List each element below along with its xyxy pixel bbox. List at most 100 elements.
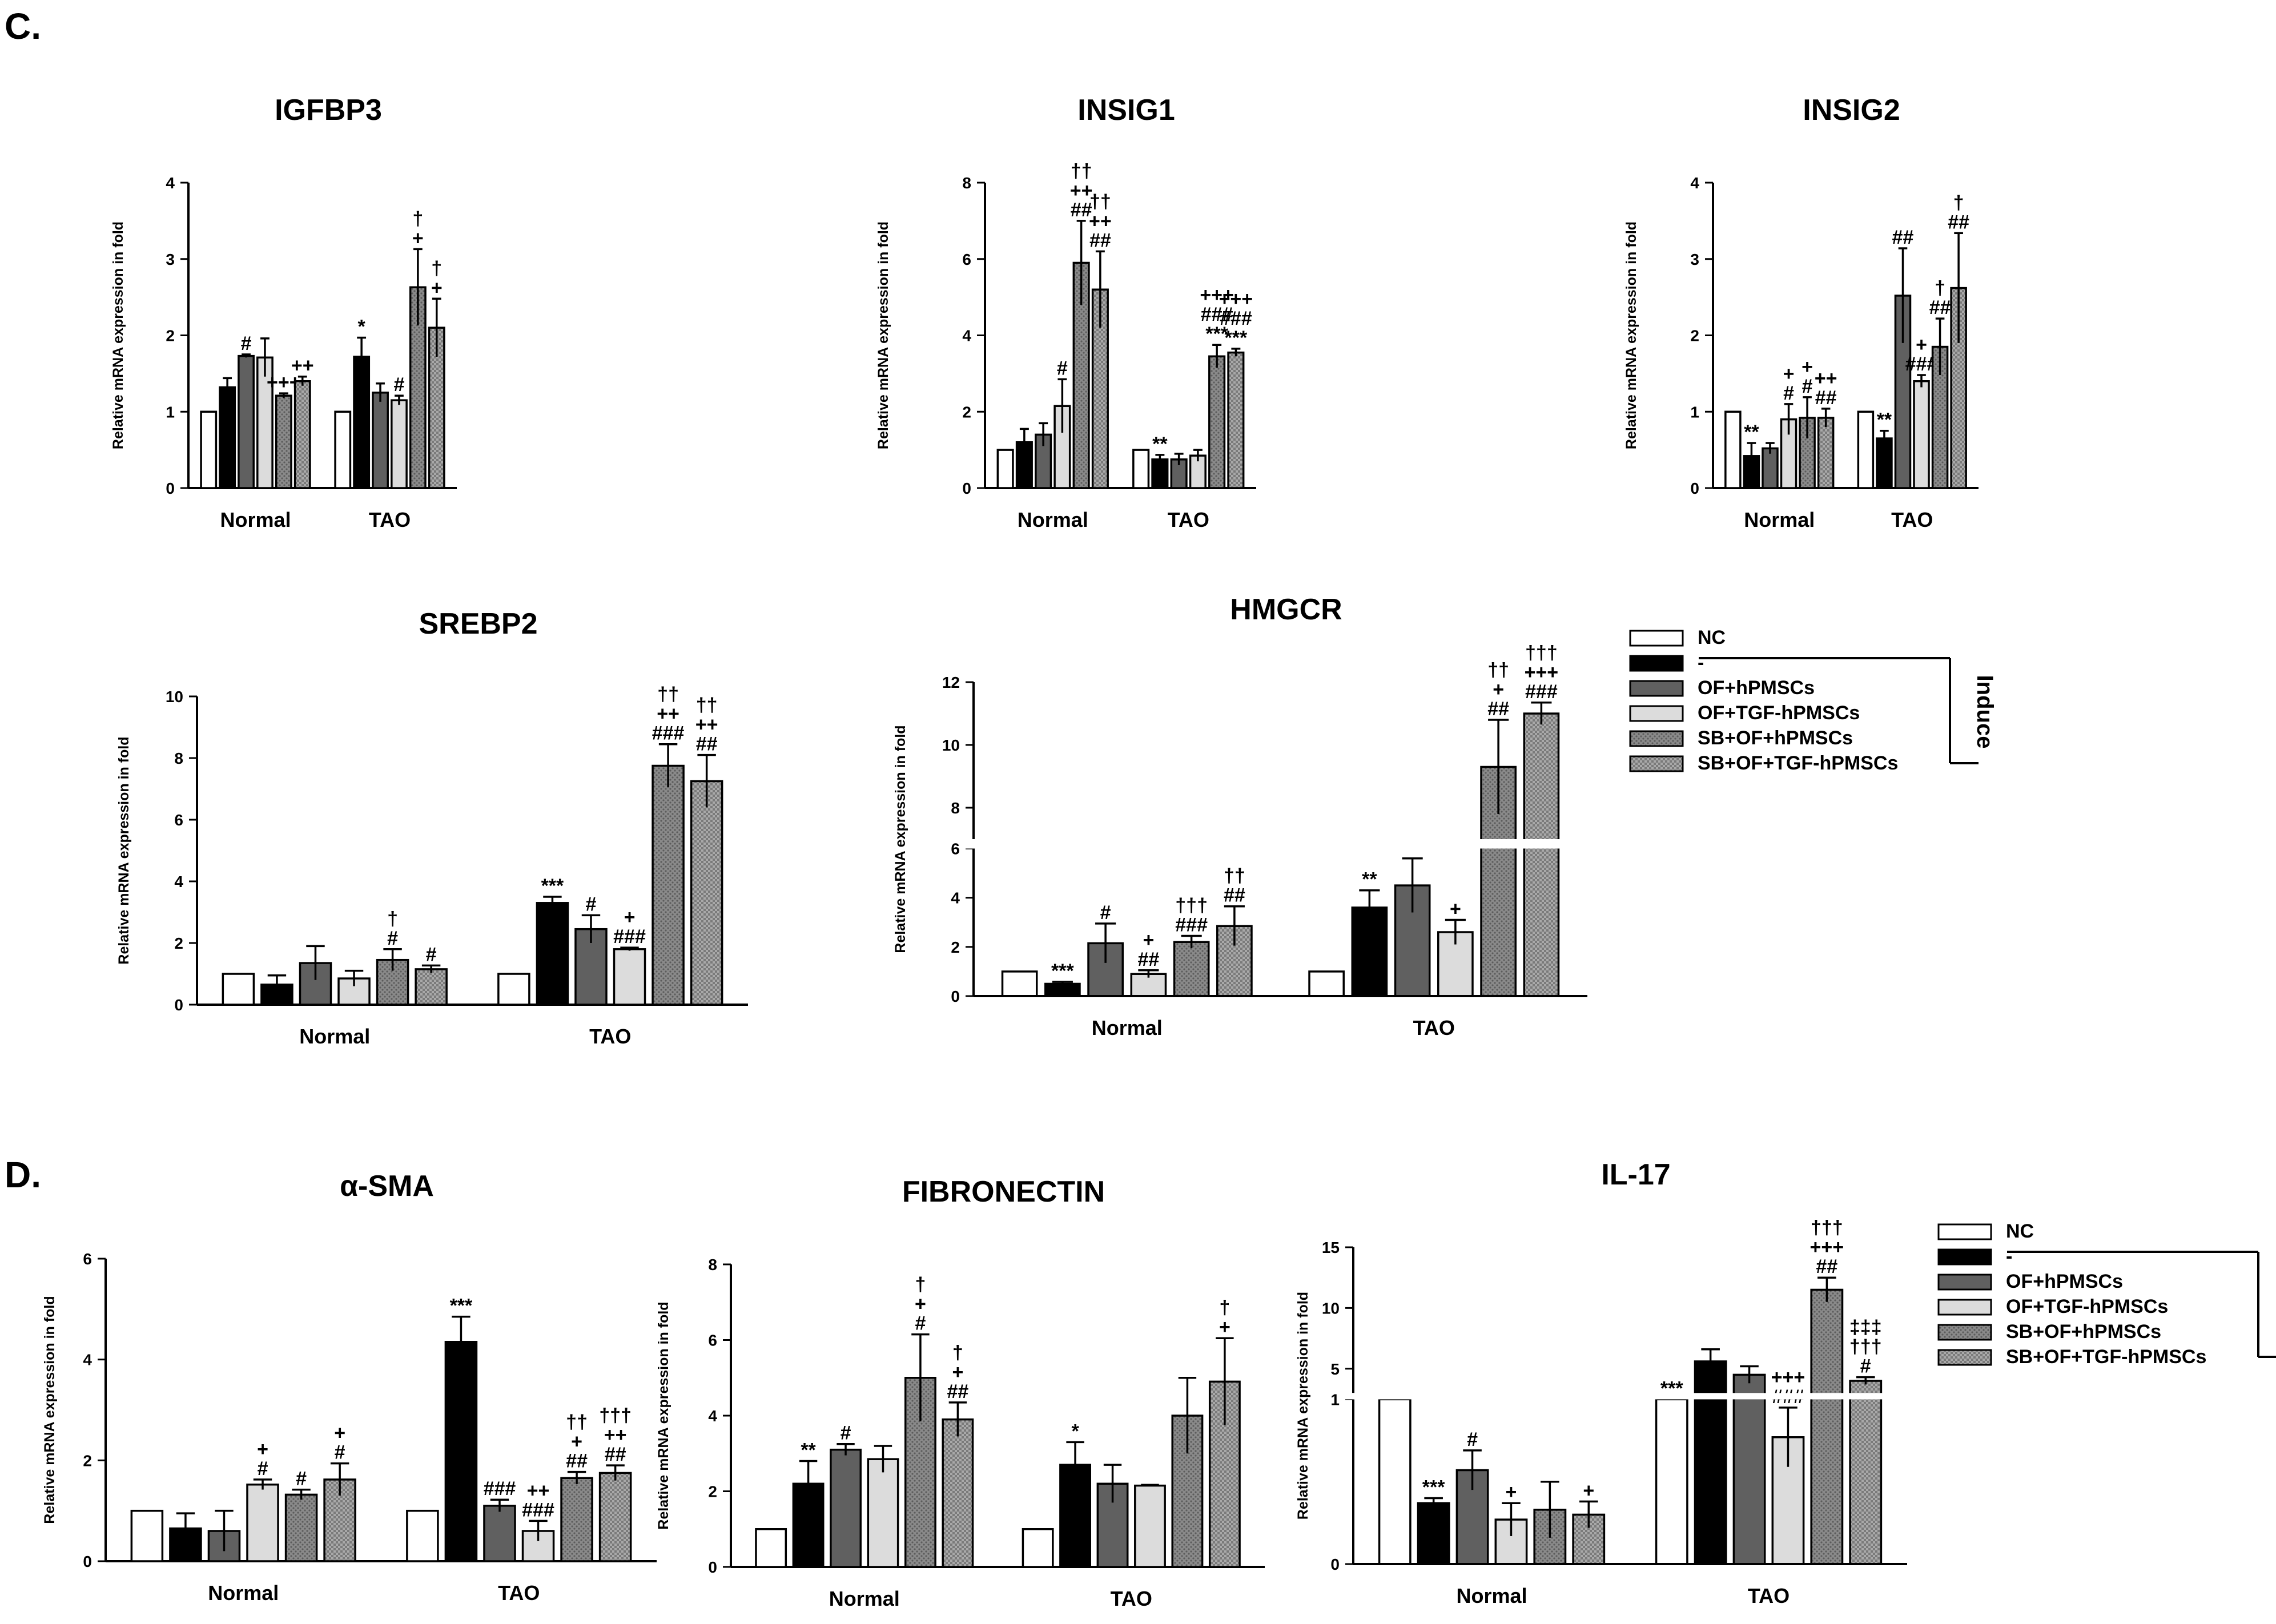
significance-label: ††: [1487, 659, 1509, 681]
bar-tao-nc: [1132, 449, 1150, 489]
significance-label: +++: [1771, 1367, 1805, 1388]
bar-normal-of-tgf-hpmscs: [867, 1458, 899, 1568]
group-label-tao: TAO: [498, 1581, 540, 1605]
y-tick-label: 2: [174, 934, 183, 952]
significance-label: +++: [1525, 662, 1559, 683]
y-tick-label: 2: [1690, 327, 1699, 345]
significance-label: +: [431, 277, 443, 299]
bar-tao-minus: [536, 902, 569, 1006]
significance-label: ***: [1225, 327, 1248, 349]
significance-label: *: [358, 316, 366, 338]
significance-label: †: [1935, 277, 1945, 299]
bar-tao-sb-of-tgf-hpmscs: [690, 780, 723, 1006]
legend-swatch-minus: [1629, 655, 1684, 672]
bar-tao-of-tgf-hpmscs: [391, 399, 408, 489]
significance-label: †††: [1175, 894, 1208, 916]
chart-title: IL-17: [1601, 1158, 1670, 1191]
group-label-tao: TAO: [589, 1025, 631, 1048]
bar-tao-nc: [1857, 410, 1875, 489]
significance-label: #: [586, 893, 597, 915]
significance-label: ###: [522, 1499, 554, 1521]
y-axis-label: Relative mRNA expression in fold: [42, 1296, 58, 1524]
bar-tao-nc: [334, 410, 352, 489]
bar-tao-sb-of-tgf-hpmscs: [598, 1472, 632, 1562]
significance-label: ##: [1089, 229, 1111, 251]
y-axis-label: Relative mRNA expression in fold: [1623, 221, 1639, 449]
significance-label: #: [1860, 1356, 1871, 1377]
significance-label: ##: [1929, 297, 1951, 319]
significance-label: #: [1467, 1429, 1478, 1450]
bar-normal-of-hpmscs: [1762, 447, 1779, 489]
significance-label: +: [1143, 929, 1154, 951]
legend-label: OF+hPMSCs: [2006, 1271, 2123, 1292]
significance-label: ###: [652, 723, 685, 744]
significance-label: ‡‡‡: [1849, 1317, 1882, 1339]
bar-tao-of-tgf-hpmscs: [1134, 1484, 1166, 1568]
group-label-tao: TAO: [1413, 1016, 1455, 1039]
significance-label: +: [412, 227, 424, 249]
significance-label: ++: [695, 714, 718, 736]
significance-label: ##: [1815, 387, 1837, 409]
group-label-normal: Normal: [1018, 508, 1088, 531]
significance-label: ###: [1525, 681, 1558, 703]
y-tick-label: 0: [83, 1553, 92, 1570]
bar-tao-minus: [444, 1341, 478, 1562]
significance-label: ##: [1892, 227, 1914, 248]
significance-label: #: [258, 1458, 268, 1480]
significance-label: ###: [1201, 304, 1233, 325]
significance-label: #: [1783, 382, 1794, 404]
bar-tao-nc: [406, 1509, 439, 1562]
bar-normal-minus: [1417, 1502, 1450, 1565]
legend-label: -: [2006, 1246, 2012, 1267]
significance-label: ##: [1071, 199, 1092, 221]
legend-swatch-of-hpmscs: [1629, 680, 1684, 697]
y-tick-label: 2: [708, 1483, 717, 1501]
chart-title: HMGCR: [1230, 593, 1342, 626]
legend-swatch-sb-of-hpmscs: [1937, 1324, 1992, 1341]
bar-normal-nc: [755, 1528, 787, 1568]
y-tick-label: 6: [174, 811, 183, 829]
significance-label: ##: [947, 1381, 968, 1403]
significance-label: ++: [291, 355, 314, 377]
group-label-normal: Normal: [1456, 1584, 1527, 1607]
significance-label: †: [952, 1342, 963, 1364]
significance-label: ***: [1051, 960, 1074, 982]
significance-label: +: [624, 906, 636, 928]
bar-tao-sb-of-tgf-hpmscs: [1849, 1380, 1883, 1565]
charts: IGFBP3 Relative mRNA expression in fold 0 1…: [42, 94, 1979, 1610]
group-label-tao: TAO: [1111, 1587, 1152, 1610]
legend-swatch-of-tgf-hpmscs: [1937, 1299, 1992, 1316]
y-tick-label: 4: [708, 1407, 717, 1425]
significance-label: ††: [1071, 160, 1092, 182]
significance-label: #: [1802, 376, 1813, 397]
legend-d: NC - OF+hPMSCs OF+TGF-hPMSCs SB+OF+hPMSCs SB+…: [1937, 1220, 2276, 1368]
significance-label: ††: [657, 684, 679, 706]
y-tick-label: 0: [962, 479, 971, 497]
y-tick-label: 4: [83, 1351, 92, 1369]
axis-break: [1342, 1393, 1907, 1400]
significance-label: +: [1916, 334, 1927, 356]
significance-label: +: [334, 1422, 345, 1444]
y-tick-label: 0: [1690, 479, 1699, 497]
group-label-normal: Normal: [220, 508, 291, 531]
bar-tao-sb-of-hpmscs: [652, 764, 685, 1006]
significance-label: #: [387, 928, 398, 949]
significance-label: ††: [1089, 191, 1111, 212]
chart-title: INSIG2: [1803, 94, 1900, 127]
significance-label: †: [431, 257, 442, 279]
bar-normal-sb-of-tgf-hpmscs: [1817, 417, 1835, 489]
significance-label: #: [426, 944, 437, 965]
legend-label: OF+hPMSCs: [1698, 677, 1815, 699]
y-tick-label: 5: [1330, 1360, 1340, 1378]
group-label-normal: Normal: [299, 1025, 370, 1048]
y-tick-label: 8: [708, 1256, 717, 1274]
chart-sma: α-SMA Relative mRNA expression in fold 0 2 4…: [42, 1170, 657, 1605]
bar-tao-minus: [353, 356, 371, 489]
bar-normal-of-hpmscs: [830, 1448, 862, 1568]
y-axis-label: Relative mRNA expression in fold: [116, 736, 132, 964]
legend-swatch-sb-of-hpmscs: [1629, 730, 1684, 747]
legend-swatch-sb-of-tgf-hpmscs: [1629, 755, 1684, 772]
y-tick-label: 0: [1330, 1556, 1340, 1573]
legend-label: NC: [2006, 1220, 2034, 1242]
significance-label: ***: [1205, 323, 1228, 345]
